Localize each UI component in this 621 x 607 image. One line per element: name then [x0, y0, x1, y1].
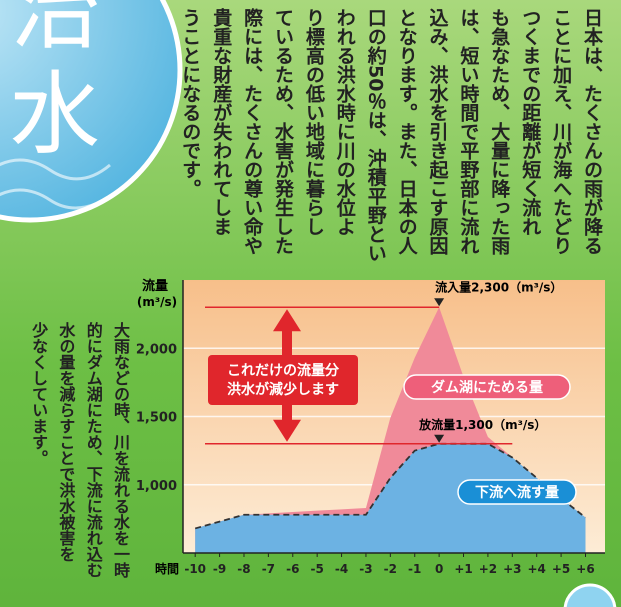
explanation-column: 的にダム湖にため、下流に流れ込む	[80, 322, 106, 578]
legend-label: ダム湖にためる量	[431, 379, 543, 396]
x-tick-label: -3	[359, 562, 372, 576]
x-tick-label: -7	[262, 562, 275, 576]
intro-column: となります。また、日本の人	[393, 8, 421, 255]
intro-column: も急なため、大量に降った雨	[485, 8, 513, 255]
x-tick-label: -8	[237, 562, 250, 576]
x-tick-label: -2	[384, 562, 397, 576]
y-axis-unit: (m³/s)	[137, 295, 177, 309]
intro-column: 込み、洪水を引き起こす原因	[424, 8, 452, 255]
explanation-column: 水の量を減らすことで洪水被害を	[52, 322, 78, 562]
inflow-label: 流入量2,300（m³/s）	[435, 279, 562, 294]
explanation-column: 大雨などの時、川を流れる水を一時	[107, 322, 133, 578]
x-tick-label: +6	[576, 562, 594, 576]
x-tick-label: -6	[286, 562, 299, 576]
x-tick-label: -5	[310, 562, 323, 576]
page: 治水 1,0001,5002,000-10-9-8-7-6-5-4-3-2-10…	[0, 0, 621, 607]
intro-column: 日本は、たくさんの雨が降る	[578, 8, 606, 255]
reduction-label: これだけの流量分	[227, 362, 340, 379]
intro-column: うことになるのです。	[176, 8, 204, 198]
intro-column: 際には、たくさんの尊い命や	[238, 8, 266, 255]
x-tick-label: +1	[454, 562, 472, 576]
y-tick-label: 1,500	[136, 411, 177, 426]
x-tick-label: -1	[408, 562, 421, 576]
x-tick-label: -10	[184, 562, 206, 576]
x-axis-label: 時間	[155, 561, 179, 576]
intro-column: 貴重な財産が失われてしま	[207, 8, 235, 236]
x-tick-label: +3	[503, 562, 521, 576]
reduction-label: 洪水が減少します	[227, 381, 339, 398]
intro-column: われる洪水時に川の水位よ	[331, 8, 359, 236]
intro-column: ことに加え、川が海へたどり	[547, 8, 575, 255]
y-axis-label: 流量	[142, 278, 168, 294]
explanation-column: 少なくしています。	[25, 322, 51, 466]
legend-label: 下流へ流す量	[475, 484, 559, 501]
x-tick-label: +4	[527, 562, 545, 576]
x-tick-label: +5	[552, 562, 570, 576]
intro-column: ているため、水害が発生した	[269, 8, 297, 255]
peak-marker	[434, 298, 444, 306]
intro-column: り標高の低い地域に暮らし	[300, 8, 328, 236]
y-tick-label: 2,000	[136, 342, 177, 357]
intro-column: は、短い時間で平野部に流れ	[454, 8, 482, 255]
x-tick-label: -9	[213, 562, 226, 576]
y-tick-label: 1,000	[136, 479, 177, 494]
x-tick-label: +2	[479, 562, 497, 576]
x-tick-label: -4	[335, 562, 348, 576]
intro-column: つくまでの距離が短く流れ	[516, 8, 544, 236]
outflow-label: 放流量1,300（m³/s）	[418, 417, 546, 432]
intro-column: 口の約50％は、沖積平野とい	[362, 8, 390, 262]
x-tick-label: 0	[435, 562, 443, 576]
